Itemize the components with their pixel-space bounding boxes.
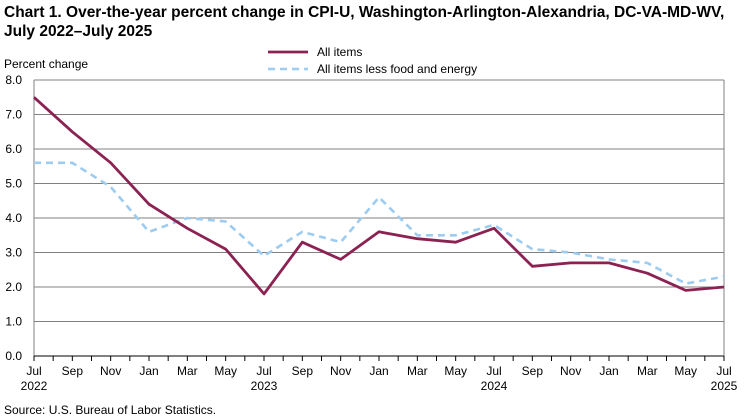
x-tick-label: Nov — [100, 364, 121, 378]
x-tick-year-label: 2024 — [481, 379, 508, 393]
x-tick-label: Jul — [26, 364, 41, 378]
chart-title: Chart 1. Over-the-year percent change in… — [4, 4, 725, 40]
x-tick-label: Jul — [256, 364, 271, 378]
x-tick-label: Jan — [139, 364, 158, 378]
x-tick-year-label: 2023 — [251, 379, 278, 393]
y-tick-label: 1.0 — [5, 315, 22, 329]
gridlines — [34, 79, 724, 322]
y-tick-label: 4.0 — [5, 211, 22, 225]
y-tick-label: 7.0 — [5, 108, 22, 122]
x-tick-label: Nov — [560, 364, 581, 378]
x-tick-label: Sep — [292, 364, 314, 378]
series-line-core — [34, 161, 725, 285]
x-tick-label: Mar — [407, 364, 428, 378]
legend-label: All items less food and energy — [317, 62, 477, 76]
legend-label: All items — [317, 45, 362, 59]
y-tick-label: 3.0 — [5, 246, 22, 260]
series — [33, 96, 725, 296]
x-tick-year-label: 2025 — [711, 379, 738, 393]
x-tick-label: Mar — [177, 364, 198, 378]
x-tick-label: May — [444, 364, 467, 378]
x-tick-year-label: 2022 — [21, 379, 48, 393]
y-tick-label: 6.0 — [5, 142, 22, 156]
y-tick-label: 0.0 — [5, 349, 22, 363]
x-tick-label: Nov — [330, 364, 351, 378]
y-tick-label: 2.0 — [5, 280, 22, 294]
y-tick-label: 8.0 — [5, 73, 22, 87]
y-tick-label: 5.0 — [5, 177, 22, 191]
series-line-all-items — [33, 96, 725, 296]
x-tick-label: May — [674, 364, 697, 378]
x-tick-label: Jul — [716, 364, 731, 378]
x-tick-label: Mar — [637, 364, 658, 378]
x-tick-label: Jan — [369, 364, 388, 378]
y-axis-label: Percent change — [4, 57, 88, 71]
x-tick-label: Sep — [522, 364, 544, 378]
legend: All items All items less food and energy — [268, 45, 477, 76]
x-tick-label: Jul — [486, 364, 501, 378]
x-tick-label: May — [214, 364, 237, 378]
x-tick-label: Sep — [62, 364, 84, 378]
x-tick-label: Jan — [599, 364, 618, 378]
source-note: Source: U.S. Bureau of Labor Statistics. — [4, 403, 217, 417]
